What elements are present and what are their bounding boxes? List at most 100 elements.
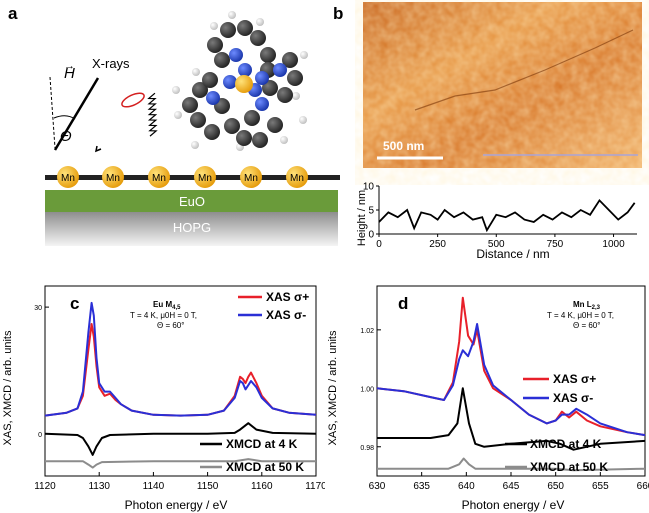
profile-line xyxy=(378,198,636,233)
c-xmcd50-label: XMCD at 50 K xyxy=(226,460,304,474)
d-ytick-label: 0.98 xyxy=(360,445,374,452)
d-ylabel: XAS, XMCD / arb. units xyxy=(327,330,339,445)
c-xmcd4-label: XMCD at 4 K xyxy=(226,437,298,451)
d-xtick-label: 655 xyxy=(592,481,609,492)
surface-normal-line xyxy=(49,76,56,149)
mn-label: Mn xyxy=(106,173,120,184)
c-ytick-label: 0 xyxy=(38,432,42,439)
d-ytick-label: 1.02 xyxy=(360,328,374,335)
c-xmcd-legend: XMCD at 4 K XMCD at 50 K xyxy=(200,437,304,474)
d-xtick-label: 635 xyxy=(413,481,430,492)
d-edge-label: Mn L2,3 xyxy=(573,300,601,311)
vector-arrow-icon: → xyxy=(64,60,75,72)
circular-polarization-icon xyxy=(121,92,145,108)
d-xmcd-legend: XMCD at 4 K XMCD at 50 K xyxy=(505,437,608,474)
d-xlabel: Photon energy / eV xyxy=(462,498,565,512)
d-condition-2: Θ = 60° xyxy=(573,321,600,330)
molecule-bar xyxy=(137,175,147,180)
mn-atom-2 xyxy=(102,166,124,188)
mn-atom-4 xyxy=(194,166,216,188)
profile-xtick-label: 250 xyxy=(429,239,446,250)
mn-atom-1 xyxy=(57,166,79,188)
d-xtick-label: 640 xyxy=(458,481,475,492)
schematic-panel-a: H → Θ X-rays Mn Mn Mn Mn Mn Mn EuO xyxy=(45,11,340,246)
molecule-bar xyxy=(183,175,193,180)
profile-xtick-label: 1000 xyxy=(602,239,625,250)
c-series-xmcd-at-50-k xyxy=(45,458,316,469)
panel-letter-c: c xyxy=(70,294,80,313)
profile-ytick-label: 0 xyxy=(368,230,374,241)
profile-xtick-label: 500 xyxy=(488,239,505,250)
xray-wave xyxy=(147,92,158,137)
field-geometry xyxy=(49,76,100,151)
profile-xlabel: Distance / nm xyxy=(476,247,549,261)
mn-label: Mn xyxy=(244,173,258,184)
molecule-bar xyxy=(275,175,285,180)
c-ytick-label: 30 xyxy=(34,305,42,312)
c-xtick-label: 1160 xyxy=(251,481,273,492)
profile-ytick-label: 5 xyxy=(368,206,374,217)
d-xmcd4-label: XMCD at 4 K xyxy=(530,437,602,451)
mn-label: Mn xyxy=(152,173,166,184)
c-xtick-label: 1150 xyxy=(197,481,219,492)
profile-xtick-label: 0 xyxy=(376,239,382,250)
d-xmcd50-label: XMCD at 50 K xyxy=(530,460,608,474)
field-vector-line xyxy=(53,77,100,151)
field-label: H xyxy=(64,65,75,82)
height-profile-chart: 0 250 500 750 1000 0 5 10 Height / nm Distance … xyxy=(356,182,637,261)
c-xtick-label: 1130 xyxy=(88,481,110,492)
afm-step-edge xyxy=(414,29,634,111)
d-series-xas- xyxy=(376,323,646,437)
mn-label: Mn xyxy=(290,173,304,184)
molecule-illustration xyxy=(172,11,308,151)
c-series-xas- xyxy=(44,301,317,417)
c-series-xmcd-at-4-k xyxy=(44,422,317,456)
c-legend: XAS σ+ XAS σ- xyxy=(238,290,309,322)
panel-letter-a: a xyxy=(8,4,18,23)
c-xtick-label: 1140 xyxy=(143,481,165,492)
c-condition-2: Θ = 60° xyxy=(157,321,184,330)
d-xtick-label: 630 xyxy=(369,481,386,492)
d-xtick-label: 660 xyxy=(637,481,649,492)
d-series-xmcd-at-4-k xyxy=(377,387,646,451)
xray-arrowhead-icon xyxy=(94,145,102,153)
molecule-bar xyxy=(229,175,239,180)
d-legend-label-plus: XAS σ+ xyxy=(553,372,596,386)
profile-ylabel: Height / nm xyxy=(356,190,368,246)
afm-texture xyxy=(363,2,642,168)
d-series-xmcd-at-50-k xyxy=(377,457,646,472)
molecule-bar xyxy=(91,175,101,180)
d-legend: XAS σ+ XAS σ- xyxy=(523,372,596,405)
mn-atom-3 xyxy=(148,166,170,188)
c-plot-frame xyxy=(44,285,317,477)
afm-panel-b: 500 nm xyxy=(363,2,642,168)
mn-atom-5 xyxy=(240,166,262,188)
euo-layer xyxy=(45,190,338,212)
c-ylabel: XAS, XMCD / arb. units xyxy=(2,330,14,445)
mn-label: Mn xyxy=(61,173,75,184)
d-legend-label-minus: XAS σ- xyxy=(553,391,593,405)
c-legend-label-minus: XAS σ- xyxy=(266,308,306,322)
panel-letter-b: b xyxy=(333,4,344,23)
xray-label: X-rays xyxy=(92,56,130,71)
d-series-xas- xyxy=(376,296,646,437)
molecule-bar xyxy=(46,175,56,180)
xas-chart-c: 1120 1130 1140 1150 1160 1170 0 30 XAS, XMCD / … xyxy=(2,285,325,512)
mn-label: Mn xyxy=(198,173,212,184)
hopg-label: HOPG xyxy=(173,220,211,235)
d-xtick-label: 650 xyxy=(547,481,564,492)
mn-atom-6 xyxy=(286,166,308,188)
angle-arc xyxy=(53,115,76,120)
c-xlabel: Photon energy / eV xyxy=(125,498,228,512)
euo-label: EuO xyxy=(179,194,205,209)
xas-chart-d: 630 635 640 645 650 655 660 0.98 1.00 1.02 XAS, X… xyxy=(327,285,649,512)
c-legend-label-plus: XAS σ+ xyxy=(266,290,309,304)
d-condition-1: T = 4 K, μ0H = 0 T, xyxy=(547,311,614,320)
profile-ytick-label: 10 xyxy=(363,182,375,193)
c-xtick-label: 1120 xyxy=(34,481,56,492)
d-xtick-label: 645 xyxy=(503,481,520,492)
hopg-substrate xyxy=(45,212,338,246)
d-ytick-label: 1.00 xyxy=(360,386,374,393)
c-edge-label: Eu M4,5 xyxy=(153,300,181,311)
panel-letter-d: d xyxy=(398,294,409,313)
